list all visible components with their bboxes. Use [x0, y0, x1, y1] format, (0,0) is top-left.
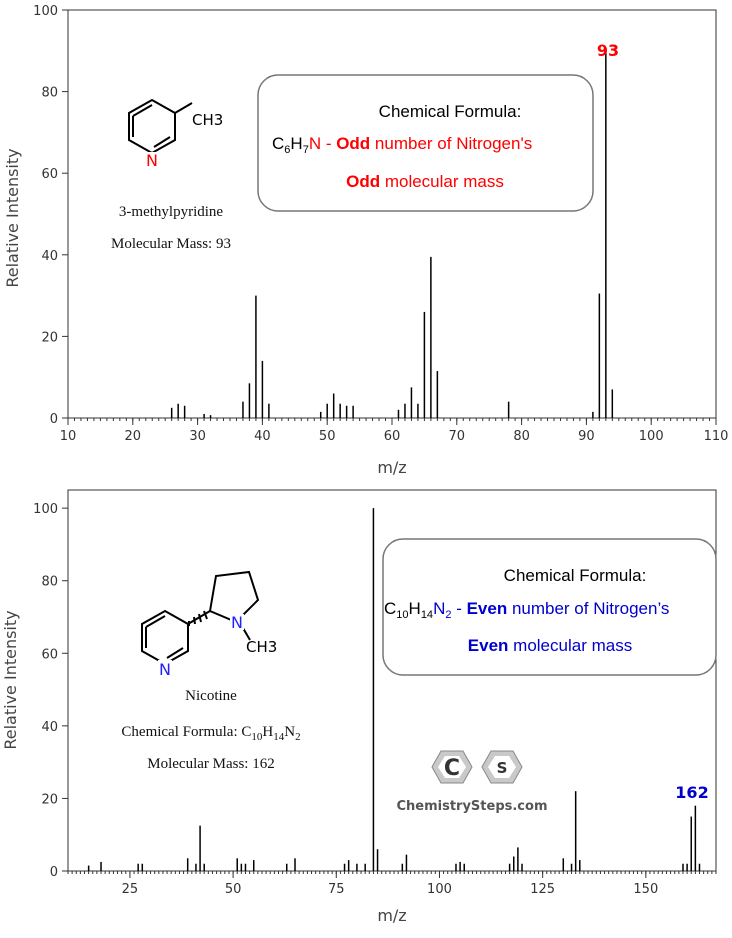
- info-box-formula-line: C6H7N - Odd number of Nitrogen's: [272, 134, 532, 156]
- x-axis-label: m/z: [377, 906, 406, 925]
- y-tick-label: 40: [41, 249, 58, 264]
- info-box-mass-line: Odd molecular mass: [346, 172, 504, 191]
- y-axis-label: Relative Intensity: [3, 148, 22, 287]
- logo-letter-s: S: [497, 759, 508, 777]
- x-tick-label: 150: [633, 882, 658, 897]
- x-tick-label: 80: [513, 429, 530, 444]
- x-tick-label: 40: [254, 429, 271, 444]
- ring-nitrogen-label: N: [146, 151, 158, 170]
- y-tick-label: 0: [50, 865, 58, 880]
- info-box-heading: Chemical Formula:: [379, 102, 522, 121]
- methyl-label: CH3: [246, 638, 277, 656]
- x-tick-label: 30: [189, 429, 206, 444]
- chemistrysteps-logo: C S ChemistrySteps.com: [396, 750, 548, 814]
- molecular-mass-label: Molecular Mass: 93: [111, 236, 231, 252]
- y-axis-label: Relative Intensity: [1, 610, 20, 749]
- peak-label-162: 162: [675, 783, 708, 802]
- x-tick-label: 75: [328, 882, 345, 897]
- x-tick-label: 10: [60, 429, 77, 444]
- info-box-formula-line: C10H14N2 - Even number of Nitrogen’s: [384, 599, 669, 621]
- info-box: [382, 538, 717, 676]
- mass-spectrum-nicotine: Relative Intensity m/z 25 50 75 100 125 150 0 2…: [1, 489, 717, 925]
- x-tick-label: 100: [427, 882, 452, 897]
- logo-text: ChemistrySteps.com: [396, 799, 547, 814]
- x-axis-label: m/z: [377, 458, 406, 477]
- y-tick-label: 80: [41, 575, 58, 590]
- x-tick-label: 50: [319, 429, 336, 444]
- y-tick-label: 80: [41, 86, 58, 101]
- y-tick-label: 20: [41, 792, 58, 807]
- x-tick-label: 90: [578, 429, 595, 444]
- x-tick-label: 60: [384, 429, 401, 444]
- x-tick-label: 50: [225, 882, 242, 897]
- logo-letter-c: C: [444, 756, 460, 781]
- compound-name: 3-methylpyridine: [119, 204, 223, 220]
- x-tick-label: 100: [639, 429, 664, 444]
- amine-nitrogen-label: N: [231, 613, 243, 632]
- peak-label-93: 93: [597, 41, 619, 60]
- y-tick-label: 60: [41, 647, 58, 662]
- x-tick-label: 125: [530, 882, 555, 897]
- info-box-heading: Chemical Formula:: [504, 566, 647, 585]
- compound-formula: Chemical Formula: C10H14N2: [121, 724, 300, 743]
- info-box-mass-line: Even molecular mass: [468, 636, 632, 655]
- methyl-label: CH3: [192, 111, 223, 129]
- plot-frame: [67, 489, 717, 872]
- 3-methylpyridine-structure: [128, 98, 193, 155]
- compound-name: Nicotine: [185, 688, 237, 704]
- stereo-hash-bond: [188, 610, 208, 626]
- y-tick-label: 100: [33, 4, 58, 19]
- ring-nitrogen-label: N: [159, 660, 171, 679]
- x-tick-label: 70: [449, 429, 466, 444]
- y-tick-label: 20: [41, 330, 58, 345]
- x-tick-label: 110: [704, 429, 729, 444]
- info-box: [257, 74, 594, 212]
- y-tick-label: 40: [41, 720, 58, 735]
- molecular-mass-label: Molecular Mass: 162: [147, 756, 274, 772]
- x-tick-label: 20: [125, 429, 142, 444]
- x-tick-label: 25: [122, 882, 139, 897]
- mass-spectrum-3-methylpyridine: Relative Intensity m/z 10 20 30 40 50 60 70 80 9…: [3, 4, 729, 477]
- y-tick-label: 0: [50, 412, 58, 427]
- y-tick-label: 60: [41, 167, 58, 182]
- y-tick-label: 100: [33, 502, 58, 517]
